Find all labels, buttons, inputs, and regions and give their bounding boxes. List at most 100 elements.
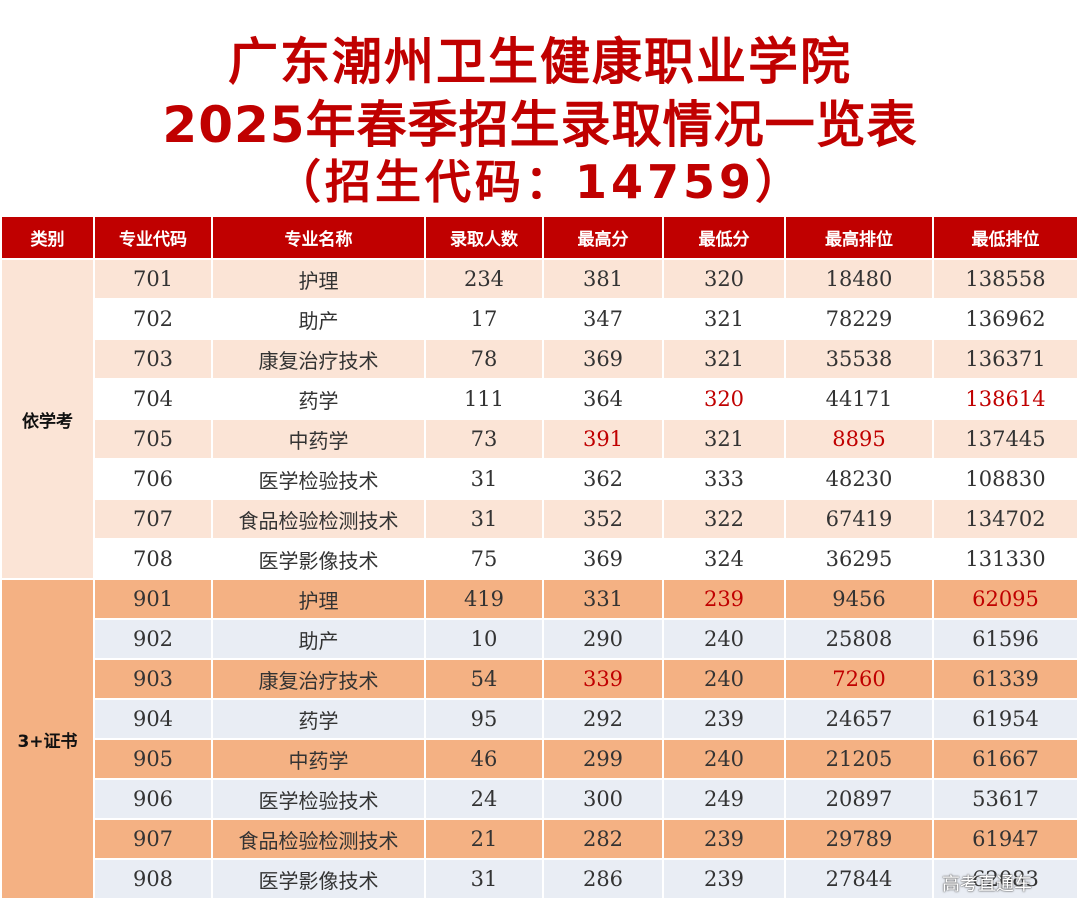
max-rank: 29789 <box>785 819 934 860</box>
max-score: 381 <box>543 259 664 300</box>
min-rank: 136371 <box>933 339 1079 380</box>
header-min-rank: 最低排位 <box>933 217 1079 260</box>
min-rank: 61339 <box>933 659 1079 700</box>
major-name: 食品检验检测技术 <box>212 499 426 540</box>
min-rank: 62095 <box>933 579 1079 620</box>
table-row: 705 中药学 73 391 321 8895 137445 <box>2 419 1079 460</box>
page-title: 广东潮州卫生健康职业学院 <box>228 33 852 91</box>
admitted-count: 95 <box>425 699 544 740</box>
header-major-code: 专业代码 <box>94 217 213 260</box>
table-row: 704 药学 111 364 320 44171 138614 <box>2 379 1079 420</box>
major-name: 医学检验技术 <box>212 459 426 500</box>
admitted-count: 31 <box>425 459 544 500</box>
major-code: 703 <box>94 339 213 380</box>
max-rank: 35538 <box>785 339 934 380</box>
max-score: 286 <box>543 859 664 900</box>
admitted-count: 46 <box>425 739 544 780</box>
max-score: 369 <box>543 539 664 580</box>
major-name: 康复治疗技术 <box>212 339 426 380</box>
admitted-count: 24 <box>425 779 544 820</box>
min-score: 321 <box>663 299 786 340</box>
admitted-count: 31 <box>425 859 544 900</box>
major-name: 中药学 <box>212 419 426 460</box>
max-rank: 67419 <box>785 499 934 540</box>
min-rank: 61954 <box>933 699 1079 740</box>
table-row: 707 食品检验检测技术 31 352 322 67419 134702 <box>2 499 1079 540</box>
min-rank: 61947 <box>933 819 1079 860</box>
header-major-name: 专业名称 <box>212 217 426 260</box>
table-row: 903 康复治疗技术 54 339 240 7260 61339 <box>2 659 1079 700</box>
major-name: 药学 <box>212 379 426 420</box>
max-rank: 44171 <box>785 379 934 420</box>
max-rank: 36295 <box>785 539 934 580</box>
max-score: 364 <box>543 379 664 420</box>
admitted-count: 21 <box>425 819 544 860</box>
major-code: 906 <box>94 779 213 820</box>
admitted-count: 78 <box>425 339 544 380</box>
admitted-count: 75 <box>425 539 544 580</box>
min-rank: 53617 <box>933 779 1079 820</box>
max-score: 347 <box>543 299 664 340</box>
min-score: 239 <box>663 579 786 620</box>
table-row: 908 医学影像技术 31 286 239 27844 62083 <box>2 859 1079 900</box>
major-code: 901 <box>94 579 213 620</box>
max-rank: 27844 <box>785 859 934 900</box>
min-rank: 61596 <box>933 619 1079 660</box>
admitted-count: 17 <box>425 299 544 340</box>
major-code: 704 <box>94 379 213 420</box>
category-cell: 3+证书 <box>2 579 95 900</box>
table-row: 依学考 701 护理 234 381 320 18480 138558 <box>2 259 1079 580</box>
max-score: 300 <box>543 779 664 820</box>
max-rank: 48230 <box>785 459 934 500</box>
table-row: 904 药学 95 292 239 24657 61954 <box>2 699 1079 740</box>
major-name: 康复治疗技术 <box>212 659 426 700</box>
title-block: 广东潮州卫生健康职业学院 2025年春季招生录取情况一览表 （招生代码：1475… <box>0 0 1080 214</box>
admitted-count: 31 <box>425 499 544 540</box>
header-min-score: 最低分 <box>663 217 786 260</box>
watermark: 高考直通车 <box>942 874 1032 895</box>
max-score: 282 <box>543 819 664 860</box>
min-score: 321 <box>663 339 786 380</box>
admission-table: 类别 专业代码 专业名称 录取人数 最高分 最低分 最高排位 最低排位 依学考 … <box>2 217 1079 900</box>
max-rank: 21205 <box>785 739 934 780</box>
max-score: 369 <box>543 339 664 380</box>
max-score: 391 <box>543 419 664 460</box>
max-score: 339 <box>543 659 664 700</box>
major-code: 701 <box>94 259 213 300</box>
max-rank: 25808 <box>785 619 934 660</box>
admitted-count: 419 <box>425 579 544 620</box>
max-rank: 20897 <box>785 779 934 820</box>
major-name: 助产 <box>212 619 426 660</box>
table-header-row: 类别 专业代码 专业名称 录取人数 最高分 最低分 最高排位 最低排位 <box>2 217 1079 260</box>
min-rank: 137445 <box>933 419 1079 460</box>
major-code: 903 <box>94 659 213 700</box>
major-name: 药学 <box>212 699 426 740</box>
min-score: 239 <box>663 859 786 900</box>
major-name: 助产 <box>212 299 426 340</box>
max-rank: 8895 <box>785 419 934 460</box>
major-code: 905 <box>94 739 213 780</box>
max-score: 292 <box>543 699 664 740</box>
header-admitted-count: 录取人数 <box>425 217 544 260</box>
table-row: 906 医学检验技术 24 300 249 20897 53617 <box>2 779 1079 820</box>
max-score: 290 <box>543 619 664 660</box>
min-score: 322 <box>663 499 786 540</box>
table-row: 902 助产 10 290 240 25808 61596 <box>2 619 1079 660</box>
min-rank: 138558 <box>933 259 1079 300</box>
major-name: 医学影像技术 <box>212 539 426 580</box>
min-score: 240 <box>663 659 786 700</box>
min-score: 249 <box>663 779 786 820</box>
max-score: 362 <box>543 459 664 500</box>
header-category: 类别 <box>2 217 95 260</box>
major-name: 护理 <box>212 259 426 300</box>
min-score: 320 <box>663 379 786 420</box>
enrollment-code: （招生代码：14759） <box>274 155 806 209</box>
admitted-count: 111 <box>425 379 544 420</box>
min-rank: 136962 <box>933 299 1079 340</box>
category-cell: 依学考 <box>2 259 95 580</box>
major-code: 904 <box>94 699 213 740</box>
max-score: 299 <box>543 739 664 780</box>
major-code: 907 <box>94 819 213 860</box>
max-score: 331 <box>543 579 664 620</box>
major-code: 708 <box>94 539 213 580</box>
